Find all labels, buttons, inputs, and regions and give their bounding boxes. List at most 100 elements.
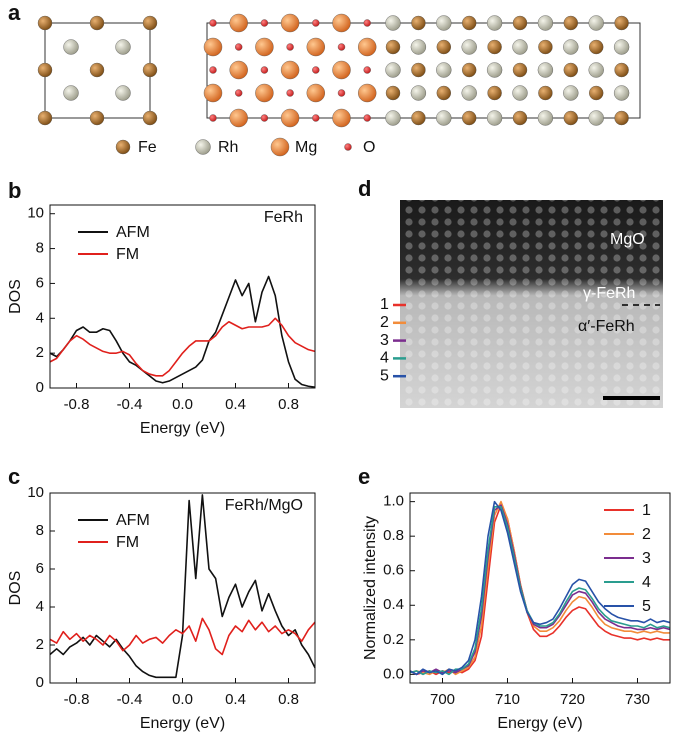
atom [486,62,503,78]
atom [411,110,426,126]
x-tick-label: 710 [495,691,520,708]
atom [487,85,502,101]
y-axis-label: Normalized intensity [362,516,379,660]
x-tick-label: -0.8 [64,396,90,413]
y-tick-label: 0.2 [383,631,404,648]
x-axis-label: Energy (eV) [497,715,582,732]
atom [115,39,131,55]
atom [563,39,579,55]
atom [410,39,427,55]
atom [512,110,528,126]
plot-frame [49,204,316,389]
atom [487,39,502,55]
x-tick-label: -0.4 [117,396,143,413]
legend-label: 4 [642,574,651,591]
y-tick-label: 6 [36,560,44,577]
atom [538,85,553,101]
x-tick-label: 0.4 [225,691,246,708]
atom [209,19,217,27]
legend-label: 5 [642,598,651,615]
atom [614,62,629,78]
atom [512,39,528,55]
atom [385,110,401,126]
atom [613,85,630,101]
atom [588,110,604,126]
atom [234,43,243,51]
atom [436,62,452,78]
atom [588,62,604,78]
atom [63,39,79,55]
x-tick-label: -0.4 [117,691,143,708]
x-tick-label: 0.0 [172,691,193,708]
atom [229,60,248,80]
atom [563,62,578,78]
atom [589,39,604,55]
atom [229,108,248,128]
region-label: α′-FeRh [578,318,635,335]
atom [260,19,269,27]
x-tick-label: 700 [430,691,455,708]
atom [462,15,477,31]
atom [115,139,131,155]
panel-a: a Fe Rh Mg O [8,0,641,156]
annotation: FeRh [264,209,303,226]
atom [563,110,578,126]
region-label: γ-FeRh [583,285,635,302]
atom [385,15,401,31]
atom [411,15,426,31]
atom [286,43,294,51]
y-tick-label: 0.8 [383,527,404,544]
y-tick-label: 10 [27,205,44,222]
legend-label: FM [116,246,139,263]
legend-label: AFM [116,224,150,241]
x-tick-label: 0.8 [278,691,299,708]
atom [142,110,158,126]
atom [63,85,79,101]
atom [538,39,553,55]
atom [589,85,604,101]
y-tick-label: 2 [36,344,44,361]
atom [563,15,578,31]
y-tick-label: 4 [36,309,44,326]
atom [385,62,401,78]
y-tick-label: 0.6 [383,562,404,579]
atom [512,62,528,78]
atom [358,37,377,57]
x-tick-label: 0.0 [172,396,193,413]
data-line [409,504,671,676]
atom [234,89,243,97]
atom [614,15,629,31]
x-axis-label: Energy (eV) [140,715,225,732]
data-line [409,504,670,676]
atom [255,83,274,103]
data-line [409,500,671,676]
atom [280,60,300,80]
atom [411,62,426,78]
y-axis-label: DOS [7,279,24,314]
x-tick-label: 0.8 [278,396,299,413]
atom [37,110,53,126]
atom [461,85,477,101]
legend-label: 3 [642,550,651,567]
legend-label: FM [116,534,139,551]
atom [89,15,105,31]
atom [614,110,629,126]
legend-label: 2 [642,526,651,543]
atom [563,85,579,101]
atom [332,13,351,33]
y-tick-label: 0 [36,379,44,396]
x-tick-label: 720 [560,691,585,708]
atom [537,62,554,78]
atom [312,114,320,122]
panel-label: d [358,176,371,201]
panel-label: a [8,0,21,25]
data-line [49,617,316,656]
atom [363,19,371,27]
marker-label: 2 [380,314,389,331]
atom [332,60,351,80]
atom [537,110,554,126]
x-axis-label: Energy (eV) [140,420,225,437]
atom [209,66,217,74]
